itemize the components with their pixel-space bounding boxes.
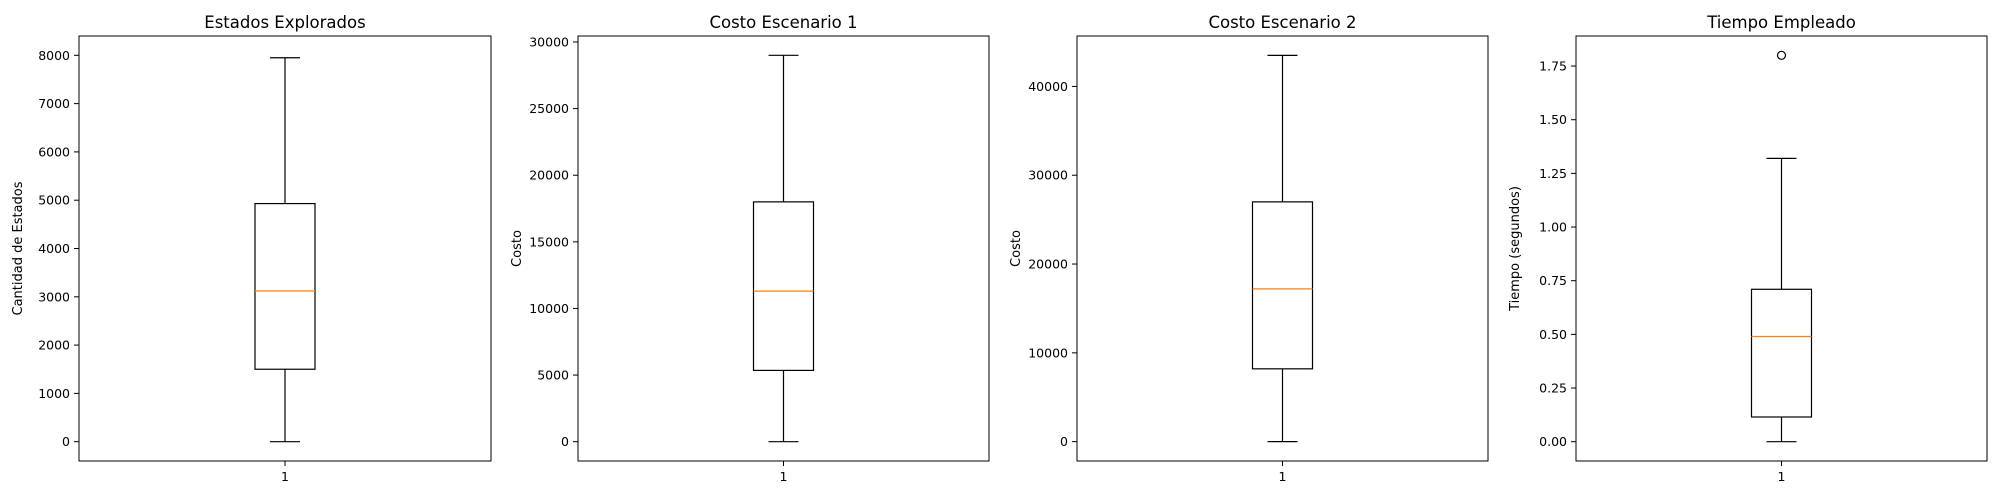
y-tick-label: 1.25 xyxy=(1539,166,1567,181)
y-axis-label: Cantidad de Estados xyxy=(11,181,26,315)
y-axis-label: Costo xyxy=(1009,230,1024,267)
y-tick-label: 15000 xyxy=(529,234,569,249)
y-tick-label: 2000 xyxy=(38,338,70,353)
x-tick-label: 1 xyxy=(780,469,788,484)
y-tick-label: 0 xyxy=(561,434,569,449)
y-tick-label: 7000 xyxy=(38,96,70,111)
y-tick-label: 10000 xyxy=(1028,345,1068,360)
panel-costo-escenario-2: Costo Escenario 2 0 10000 20000 30000 40000 1 C… xyxy=(1009,13,1489,484)
panel-tiempo-empleado: Tiempo Empleado 0.00 0.25 0.50 0.75 1.00 1.25 1… xyxy=(1508,13,1988,484)
chart-title: Costo Escenario 2 xyxy=(1208,13,1356,32)
y-tick-label: 3000 xyxy=(38,289,70,304)
y-tick-label: 8000 xyxy=(38,48,70,63)
y-tick-label: 25000 xyxy=(529,101,569,116)
outlier-point xyxy=(1776,50,1787,60)
y-tick-label: 40000 xyxy=(1028,79,1068,94)
box-iqr xyxy=(254,202,316,370)
y-tick-label: 0 xyxy=(62,434,70,449)
y-axis-label: Tiempo (segundos) xyxy=(1508,186,1523,312)
panel-costo-escenario-1: Costo Escenario 1 0 5000 10000 15000 20000 250… xyxy=(510,13,990,484)
y-tick-label: 1000 xyxy=(38,386,70,401)
y-tick-label: 20000 xyxy=(1028,257,1068,272)
x-tick-label: 1 xyxy=(1279,469,1287,484)
chart-title: Tiempo Empleado xyxy=(1706,13,1856,32)
y-tick-label: 30000 xyxy=(1028,168,1068,183)
chart-title: Costo Escenario 1 xyxy=(709,13,857,32)
y-tick-label: 0.25 xyxy=(1539,381,1567,396)
box-iqr xyxy=(1251,201,1314,370)
axes-frame xyxy=(1076,35,1489,462)
y-tick-label: 0.50 xyxy=(1539,327,1567,342)
box-iqr xyxy=(1750,288,1813,418)
x-tick-label: 1 xyxy=(281,469,289,484)
axes-frame xyxy=(1575,35,1988,462)
axes-frame xyxy=(78,35,492,462)
y-tick-label: 0 xyxy=(1060,434,1068,449)
y-tick-label: 1.00 xyxy=(1539,220,1567,235)
x-tick-label: 1 xyxy=(1778,469,1786,484)
y-tick-label: 4000 xyxy=(38,241,70,256)
box-iqr xyxy=(752,201,815,372)
y-tick-label: 10000 xyxy=(529,301,569,316)
y-tick-label: 0.00 xyxy=(1539,434,1567,449)
y-axis-label: Costo xyxy=(510,230,525,267)
axes-frame xyxy=(577,35,990,462)
y-tick-label: 1.50 xyxy=(1539,112,1567,127)
y-tick-label: 20000 xyxy=(529,168,569,183)
y-tick-label: 5000 xyxy=(38,193,70,208)
y-tick-label: 1.75 xyxy=(1539,59,1567,74)
y-tick-label: 6000 xyxy=(38,144,70,159)
chart-title: Estados Explorados xyxy=(204,13,365,32)
panel-estados-explorados: Estados Explorados 0 1000 2000 3000 4000 5000 6… xyxy=(11,13,492,484)
y-tick-label: 0.75 xyxy=(1539,273,1567,288)
y-tick-label: 30000 xyxy=(529,34,569,49)
y-tick-label: 5000 xyxy=(537,368,569,383)
